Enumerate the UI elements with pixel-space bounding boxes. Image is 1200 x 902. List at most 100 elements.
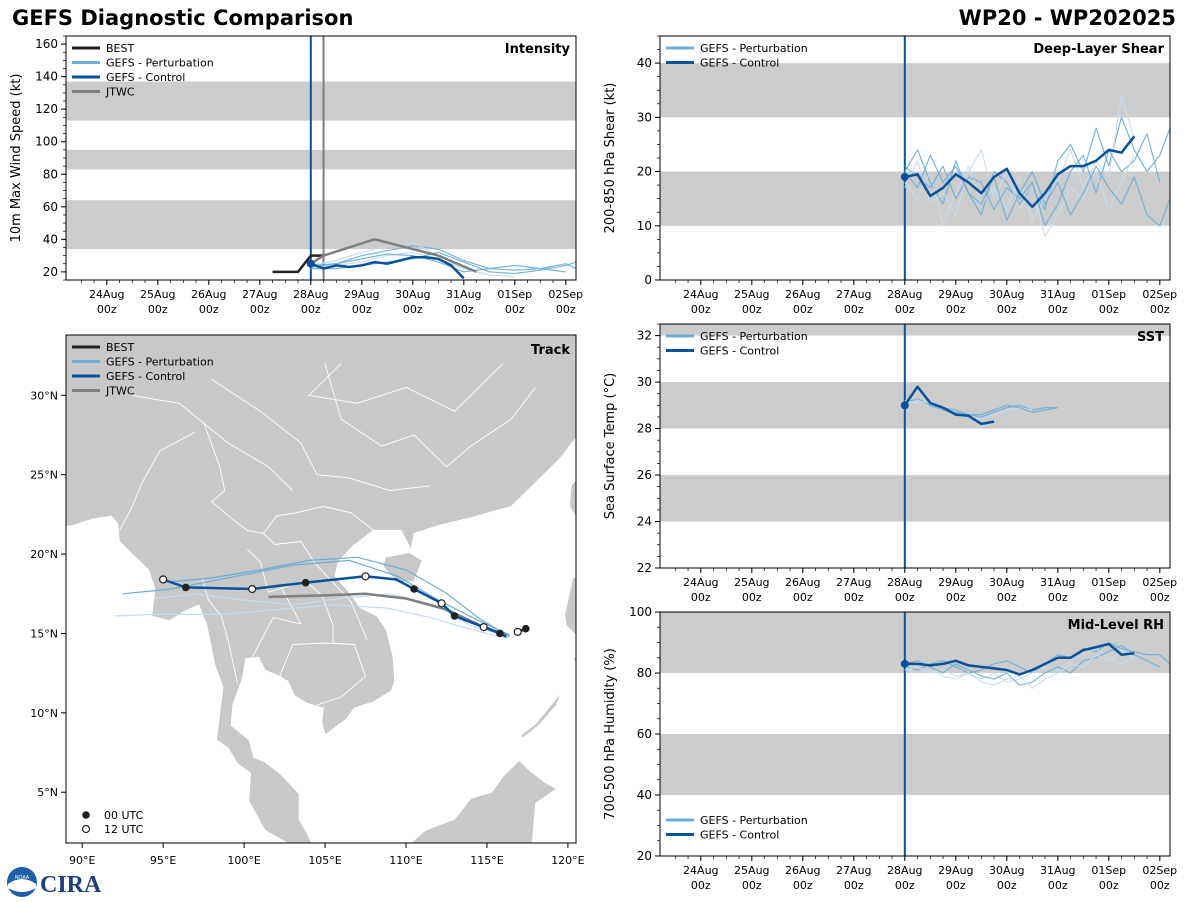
x-tick-hour: 00z [1150, 591, 1170, 604]
map-y-tick-label: 15°N [30, 627, 58, 640]
x-tick-hour: 00z [946, 303, 966, 316]
x-tick-date: 24Aug [683, 864, 718, 877]
x-tick-date: 27Aug [836, 288, 871, 301]
y-tick-label: 30 [637, 375, 652, 389]
cira-logo-text: CIRA [40, 872, 102, 898]
x-tick-date: 30Aug [989, 576, 1024, 589]
y-tick-label: 40 [43, 232, 58, 246]
y-axis-label: 700-500 hPa Humidity (%) [603, 648, 618, 820]
island-taiwan [569, 479, 576, 518]
y-tick-label: 28 [637, 422, 652, 436]
x-tick-hour: 00z [742, 591, 762, 604]
x-tick-hour: 00z [844, 879, 864, 892]
map-x-tick-label: 110°E [389, 854, 422, 867]
marker-12utc [248, 584, 257, 594]
x-tick-hour: 00z [742, 879, 762, 892]
band-shear [660, 63, 1170, 118]
map-y-tick-label: 10°N [30, 707, 58, 720]
x-tick-hour: 00z [997, 879, 1017, 892]
y-tick-label: 40 [637, 56, 652, 70]
country-border [211, 379, 431, 492]
x-tick-date: 29Aug [938, 576, 973, 589]
page-title: GEFS Diagnostic Comparison [12, 6, 354, 30]
series-line-gefs-perturbation [310, 253, 566, 273]
country-border [279, 642, 355, 677]
x-tick-date: 31Aug [446, 288, 481, 301]
series-line-best [272, 254, 324, 274]
legend-label: GEFS - Control [106, 370, 185, 383]
x-tick-hour: 00z [403, 303, 423, 316]
y-tick-label: 160 [35, 37, 58, 51]
x-tick-date: 28Aug [887, 576, 922, 589]
legend-label: GEFS - Perturbation [106, 356, 214, 369]
x-tick-date: 27Aug [836, 576, 871, 589]
marker-12utc [513, 627, 522, 636]
panel-title: Mid-Level RH [1068, 618, 1164, 633]
x-tick-date: 26Aug [785, 288, 820, 301]
map-frame [65, 334, 577, 844]
map-x-tick-label: 115°E [470, 854, 503, 867]
series-line-gefs-perturbation [904, 644, 1161, 686]
band-sst [660, 475, 1170, 522]
map-x-tick-label: 100°E [227, 854, 260, 867]
legend-label: 12 UTC [104, 823, 144, 836]
x-tick-date: 02Sep [1142, 288, 1177, 301]
marker-00utc [301, 578, 310, 587]
map-y-tick-label: 5°N [37, 786, 58, 799]
x-tick-date: 29Aug [938, 864, 973, 877]
map-x-tick-label: 90°E [69, 854, 95, 867]
y-tick-label: 40 [637, 788, 652, 802]
map-y-tick-label: 20°N [30, 548, 58, 561]
y-tick-label: 10 [637, 219, 652, 233]
band-sst [660, 324, 1170, 336]
marker-00utc [182, 583, 190, 592]
track-perturbation [163, 556, 510, 638]
y-axis-label: 200-850 hPa Shear (kt) [603, 83, 618, 234]
marker-00utc [410, 585, 418, 593]
legend-label: 00 UTC [104, 809, 144, 822]
x-tick-date: 01Sep [497, 288, 532, 301]
band-shear [660, 171, 1170, 226]
x-tick-date: 28Aug [293, 288, 328, 301]
legend-label: GEFS - Control [700, 57, 779, 70]
legend-label: GEFS - Perturbation [700, 814, 808, 827]
panel-track: 90°E 95°E 100°E 105°E 110°E 115°E 120°E 5°N 10°N… [30, 334, 585, 867]
panel-rh: 20 40 60 80 100 24Aug 00z 25Aug 00z 26Aug 00z 27Aug… [603, 605, 1177, 892]
y-tick-label: 0 [644, 273, 652, 287]
x-tick-date: 30Aug [395, 288, 430, 301]
island-borneo [397, 759, 558, 843]
legend-label: GEFS - Control [700, 829, 779, 842]
map-x-tick-label: 95°E [150, 854, 176, 867]
panel-title: Deep-Layer Shear [1033, 42, 1164, 57]
band-intensity [66, 81, 576, 121]
y-axis-label: 10m Max Wind Speed (kt) [9, 74, 24, 243]
series-line-gefs-perturbation [310, 245, 576, 271]
country-border [201, 577, 239, 685]
panel-title: Intensity [505, 42, 571, 57]
track-perturbation [114, 604, 509, 639]
x-tick-hour: 00z [199, 303, 219, 316]
y-tick-label: 140 [35, 70, 58, 84]
band-intensity [66, 200, 576, 250]
country-border [119, 431, 196, 531]
y-tick-label: 22 [637, 561, 652, 575]
band-rh [660, 734, 1170, 795]
y-tick-label: 20 [637, 165, 652, 179]
x-tick-date: 27Aug [836, 864, 871, 877]
plot-frame [659, 323, 1171, 569]
island-luzon [564, 577, 576, 636]
x-tick-date: 29Aug [344, 288, 379, 301]
x-tick-date: 29Aug [938, 288, 973, 301]
map-x-tick-label: 120°E [551, 854, 584, 867]
x-tick-date: 30Aug [989, 288, 1024, 301]
y-tick-label: 32 [637, 329, 652, 343]
y-tick-label: 60 [637, 727, 652, 741]
y-axis-label: Sea Surface Temp (°C) [603, 373, 618, 520]
country-border [130, 394, 294, 491]
panel-sst: 22 24 26 28 30 32 24Aug 00z 25Aug 00z 26Aug 00z 27Au… [603, 323, 1177, 604]
panel-title: Track [531, 343, 570, 358]
series-line-jtwc [310, 238, 478, 274]
series-line-gefs-control [903, 385, 995, 426]
x-tick-hour: 00z [1150, 303, 1170, 316]
x-tick-hour: 00z [454, 303, 474, 316]
